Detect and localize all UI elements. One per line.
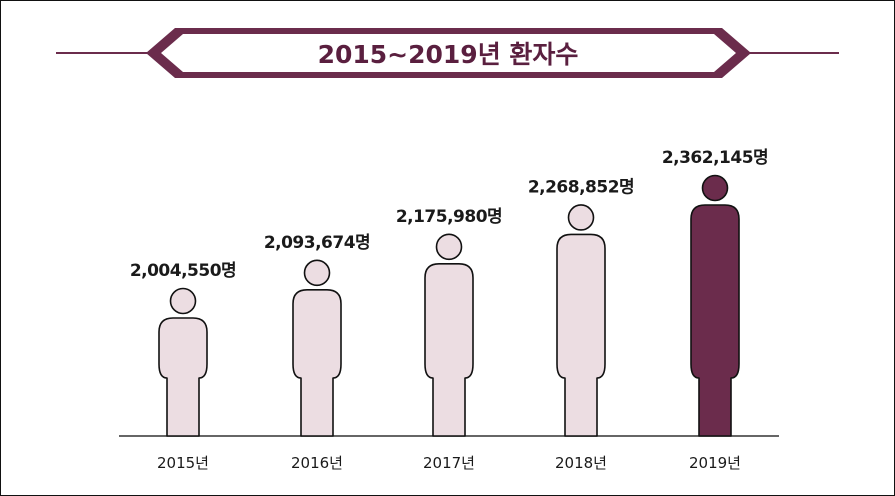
- x-tick-label: 2016년: [291, 454, 343, 472]
- bar-head: [701, 174, 729, 202]
- x-tick-label: 2017년: [423, 454, 475, 472]
- bar-2015년: [158, 287, 208, 437]
- bar-2019년: [690, 174, 740, 437]
- bar-2018년: [556, 204, 606, 437]
- title-banner: 2015~2019년 환자수: [56, 28, 839, 78]
- bar-body: [292, 289, 342, 437]
- x-tick-label: 2019년: [689, 454, 741, 472]
- chart-bars: [119, 174, 779, 437]
- banner-inner: [161, 34, 736, 72]
- bar-body: [158, 317, 208, 437]
- value-label: 2,004,550명: [130, 261, 236, 281]
- bar-body: [690, 204, 740, 437]
- chart-title: 2015~2019년 환자수: [318, 40, 579, 69]
- value-label: 2,268,852명: [528, 177, 634, 197]
- x-tick-label: 2018년: [555, 454, 607, 472]
- bar-head: [435, 233, 463, 261]
- bar-head: [567, 204, 595, 231]
- bar-2017년: [424, 233, 474, 437]
- chart-labels: 2,004,550명 2015년 2,093,674명 2016년 2,175,980명…: [130, 148, 769, 472]
- bar-head: [303, 259, 331, 287]
- bar-body: [424, 263, 474, 437]
- x-tick-label: 2015년: [157, 454, 209, 472]
- value-label: 2,093,674명: [264, 233, 370, 253]
- value-label: 2,362,145명: [662, 148, 768, 168]
- value-label: 2,175,980명: [396, 207, 502, 227]
- bar-2016년: [292, 259, 342, 437]
- bar-head: [169, 287, 197, 315]
- bar-body: [556, 233, 606, 437]
